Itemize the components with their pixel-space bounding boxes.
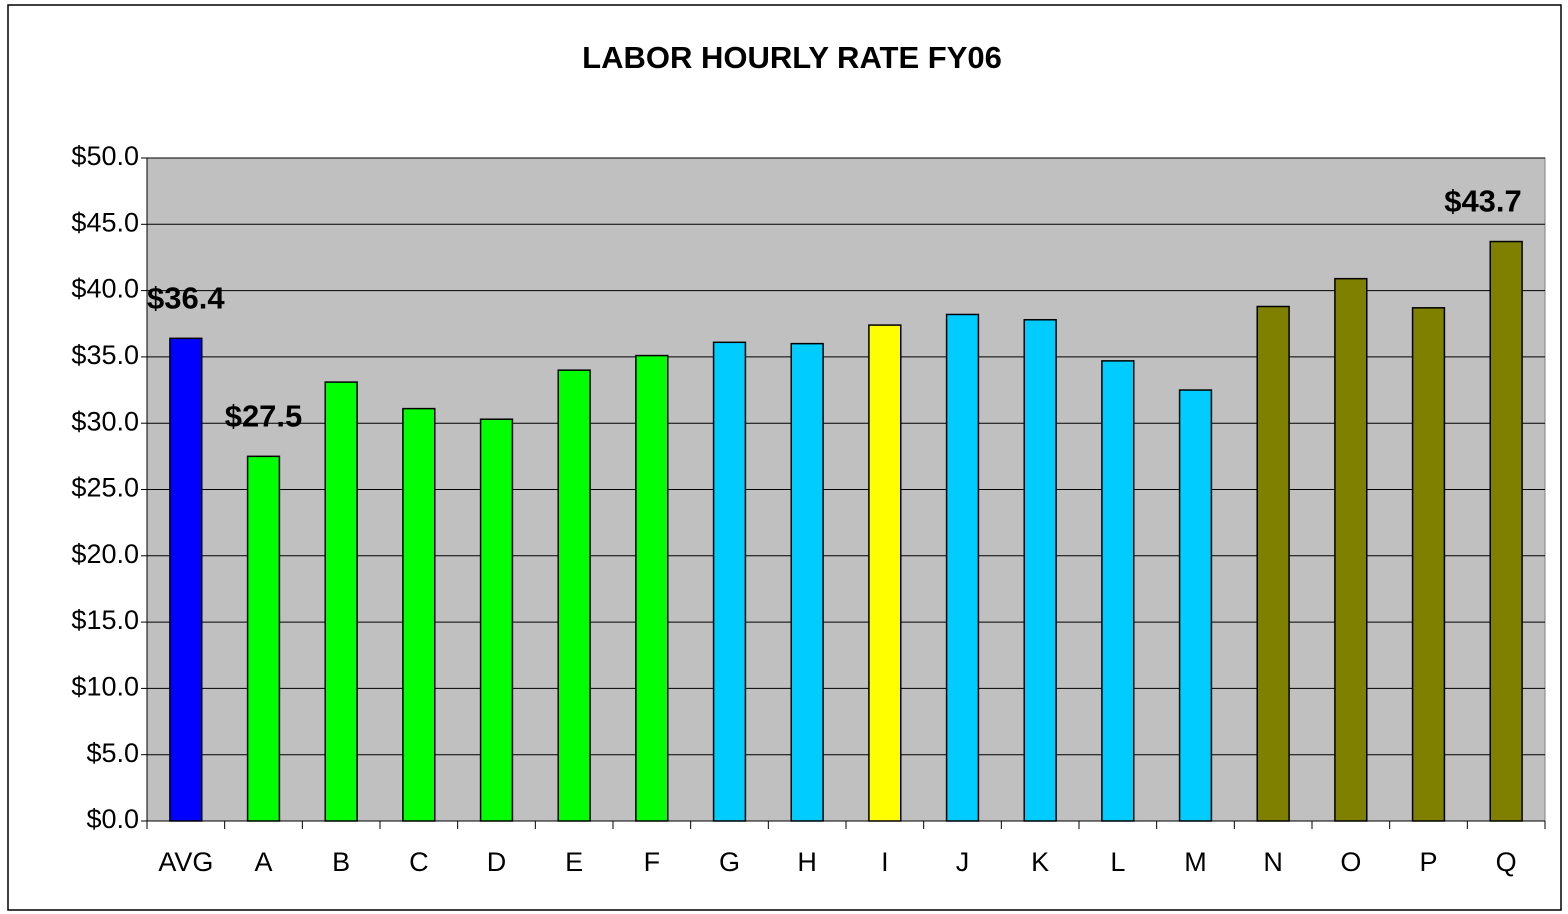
data-label: $43.7 — [1444, 184, 1522, 219]
x-tick-label: P — [1419, 847, 1437, 877]
bar — [246, 455, 281, 822]
bar — [169, 337, 203, 822]
y-tick-label: $5.0 — [86, 738, 139, 768]
x-tick-label: G — [719, 847, 740, 877]
y-tick-label: $25.0 — [71, 473, 139, 503]
x-tick-label: K — [1031, 847, 1049, 877]
y-tick-label: $10.0 — [71, 672, 139, 702]
data-label: $27.5 — [225, 399, 303, 434]
bar — [712, 341, 747, 822]
data-label: $36.4 — [147, 281, 225, 316]
x-tick-label: A — [254, 847, 272, 877]
bar — [1101, 360, 1135, 822]
y-tick-label: $35.0 — [71, 340, 139, 370]
y-tick-label: $30.0 — [71, 406, 139, 436]
x-tick-label: O — [1340, 847, 1361, 877]
bar — [1023, 319, 1057, 822]
bar — [1178, 389, 1213, 822]
bar — [1334, 277, 1368, 822]
x-tick-label: H — [797, 847, 817, 877]
x-tick-label: Q — [1496, 847, 1517, 877]
bar — [635, 354, 669, 822]
y-tick-label: $20.0 — [71, 539, 139, 569]
x-tick-label: I — [881, 847, 889, 877]
bar — [790, 342, 824, 822]
bar — [402, 407, 436, 822]
x-tick-label: E — [565, 847, 583, 877]
bar — [479, 418, 514, 822]
bar — [1489, 240, 1523, 822]
x-tick-label: F — [644, 847, 661, 877]
bar — [557, 369, 591, 822]
y-tick-label: $0.0 — [86, 804, 139, 834]
bar — [1411, 307, 1446, 822]
y-tick-label: $40.0 — [71, 274, 139, 304]
bar — [868, 324, 902, 822]
x-tick-label: D — [487, 847, 507, 877]
chart-title: LABOR HOURLY RATE FY06 — [582, 40, 1002, 75]
bar — [1256, 305, 1290, 822]
bar — [945, 313, 980, 822]
x-tick-label: J — [956, 847, 970, 877]
y-tick-label: $45.0 — [71, 207, 139, 237]
y-tick-label: $50.0 — [71, 141, 139, 171]
y-tick-label: $15.0 — [71, 605, 139, 635]
x-tick-label: C — [409, 847, 429, 877]
bar — [324, 381, 358, 822]
x-tick-label: AVG — [158, 847, 213, 877]
x-tick-label: L — [1110, 847, 1125, 877]
x-tick-label: M — [1184, 847, 1207, 877]
x-tick-label: N — [1263, 847, 1283, 877]
x-tick-label: B — [332, 847, 350, 877]
